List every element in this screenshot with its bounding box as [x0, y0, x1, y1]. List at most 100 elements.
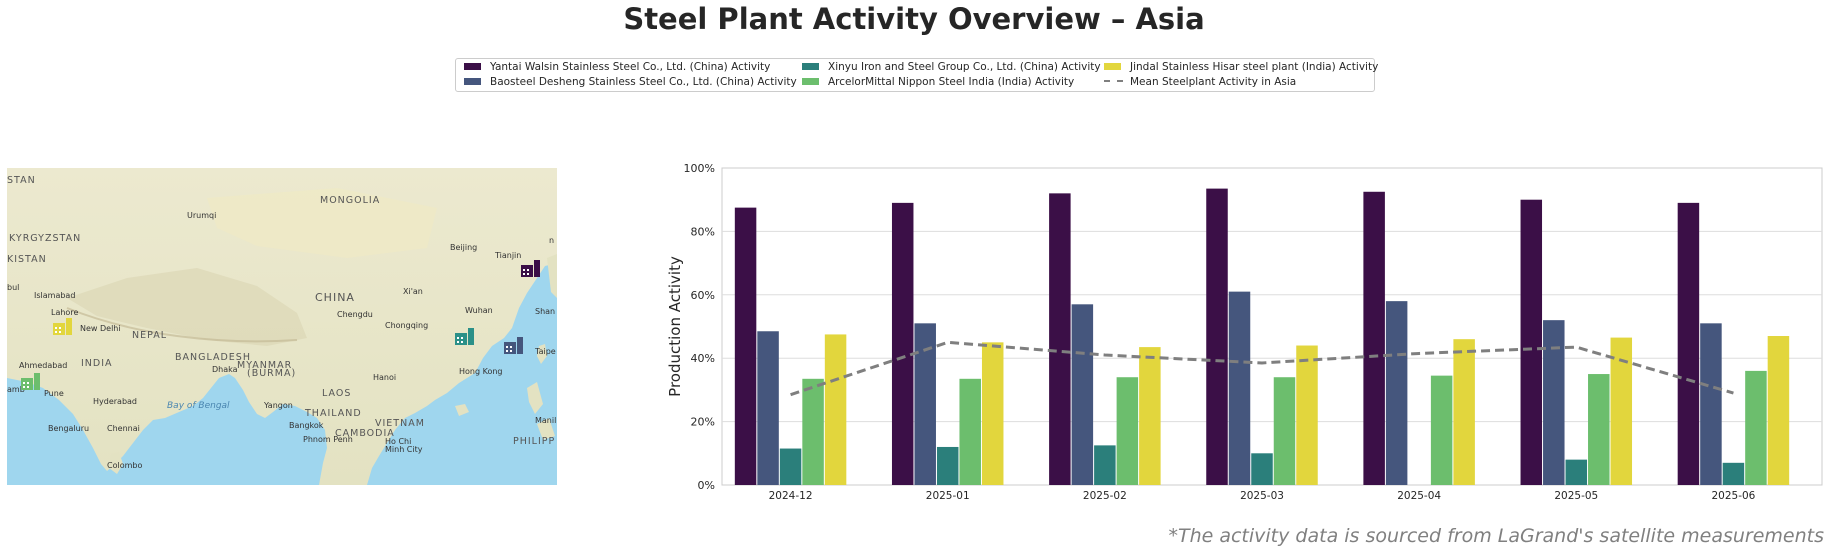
- bar: [914, 323, 936, 485]
- philippines: [527, 382, 555, 440]
- map-label: Colombo: [107, 461, 142, 470]
- legend-label: Baosteel Desheng Stainless Steel Co., Lt…: [490, 76, 797, 88]
- bar: [757, 331, 779, 485]
- mean-line: [790, 340, 1734, 397]
- legend-dash: [1104, 80, 1123, 82]
- legend-item-baosteel: Baosteel Desheng Stainless Steel Co., Lt…: [464, 75, 797, 89]
- map-label: (BURMA): [247, 368, 296, 379]
- map-label: Chongqing: [385, 321, 428, 330]
- tibet-plateau: [67, 268, 307, 346]
- map-label: VIETNAM: [375, 418, 425, 429]
- x-ticks: 2024-12 2025-01 2025-02 2025-03 2025-04 2025-…: [769, 490, 1756, 502]
- plot-frame: [721, 167, 1823, 486]
- legend-swatch: [1104, 62, 1121, 70]
- page-title: Steel Plant Activity Overview – Asia: [623, 2, 1205, 36]
- map-label: Islamabad: [34, 291, 75, 300]
- bar: [1363, 191, 1385, 485]
- mean-line-group: [790, 340, 1734, 397]
- bar: [1385, 301, 1408, 485]
- bar: [1677, 202, 1700, 485]
- legend-label: Jindal Stainless Hisar steel plant (Indi…: [1130, 61, 1379, 73]
- x-tick-label: 2025-02: [1083, 490, 1127, 502]
- y-tick-label: 80%: [691, 225, 715, 238]
- bar: [936, 446, 959, 485]
- bar: [1228, 291, 1251, 485]
- map-label: PHILIPP: [513, 436, 555, 447]
- map-label: Pune: [44, 389, 64, 398]
- map-label: MONGOLIA: [320, 195, 380, 206]
- map-label: Lahore: [51, 308, 78, 317]
- map-label: INDIA: [81, 358, 113, 369]
- legend-label: ArcelorMittal Nippon Steel India (India)…: [828, 76, 1075, 88]
- bar: [1565, 459, 1588, 485]
- map-label: Dhaka: [212, 365, 238, 374]
- x-tick-label: 2025-04: [1397, 490, 1441, 502]
- map-label: Minh City: [385, 445, 423, 454]
- plant-marker-xinyu: [455, 328, 474, 345]
- legend-swatch: [464, 77, 481, 85]
- bar: [1543, 320, 1565, 485]
- bar: [1700, 323, 1722, 485]
- gobi: [207, 188, 437, 258]
- korea: [547, 254, 557, 298]
- map-label: Hong Kong: [459, 367, 503, 376]
- map-label: Hanoi: [373, 373, 396, 382]
- bar: [1094, 445, 1116, 485]
- map-label: Manil: [535, 416, 556, 425]
- map-label: Chennai: [107, 424, 140, 433]
- bar: [824, 334, 847, 485]
- bar: [779, 448, 802, 485]
- himalaya-ridge: [66, 307, 298, 343]
- bar: [1610, 337, 1633, 485]
- bar: [1745, 370, 1767, 485]
- chart-legend: Yantai Walsin Stainless Steel Co., Ltd. …: [455, 58, 1378, 92]
- map-label: Taipe: [534, 347, 556, 356]
- map-label: Beijing: [450, 243, 477, 252]
- legend-item-yantai: Yantai Walsin Stainless Steel Co., Ltd. …: [464, 60, 770, 74]
- footnote: *The activity data is sourced from LaGra…: [1168, 525, 1824, 547]
- bar: [1206, 188, 1228, 486]
- bar: [1520, 199, 1543, 485]
- map-label: Ahmedabad: [19, 361, 67, 370]
- y-tick-label: 60%: [691, 289, 715, 302]
- taiwan: [537, 344, 547, 364]
- legend-item-mean: Mean Steelplant Activity in Asia: [1104, 75, 1296, 89]
- map-label: Shan: [535, 307, 555, 316]
- bar: [802, 378, 824, 485]
- legend-swatch: [802, 62, 819, 70]
- map-label: CAMBODIA: [335, 428, 395, 439]
- grid-lines: [722, 230, 1822, 423]
- sri-lanka: [109, 452, 123, 474]
- map-label: MYANMAR: [237, 360, 292, 371]
- y-tick-label: 0%: [698, 479, 715, 492]
- bar: [1296, 345, 1318, 485]
- bar: [981, 342, 1004, 485]
- x-tick-label: 2025-01: [926, 490, 970, 502]
- legend-item-jindal: Jindal Stainless Hisar steel plant (Indi…: [1104, 60, 1378, 74]
- bar: [1251, 453, 1273, 485]
- bar: [1273, 377, 1296, 485]
- x-tick-label: 2025-05: [1554, 490, 1598, 502]
- map-label: CHINA: [315, 291, 355, 304]
- y-tick-label: 20%: [691, 416, 715, 429]
- x-tick-label: 2025-03: [1240, 490, 1284, 502]
- map-label: Hyderabad: [93, 397, 137, 406]
- map-label: Tianjin: [494, 251, 521, 260]
- plant-marker-yantai: [521, 260, 540, 277]
- bar: [891, 202, 914, 485]
- bar: [1767, 336, 1790, 485]
- bar: [1430, 375, 1453, 485]
- bar: [734, 207, 757, 485]
- bar: [1071, 304, 1094, 485]
- plant-marker-baosteel: [504, 337, 523, 354]
- map-label: Yangon: [263, 401, 293, 410]
- y-tick-label: 40%: [691, 352, 715, 365]
- map-label: Wuhan: [465, 306, 493, 315]
- bars: [734, 188, 1790, 486]
- y-tick-label: 100%: [684, 162, 715, 175]
- map-label: New Delhi: [80, 324, 121, 333]
- map-label: amb: [7, 385, 25, 394]
- bar: [1453, 339, 1475, 485]
- x-tick-label: 2025-06: [1711, 490, 1755, 502]
- map-label: bul: [7, 283, 19, 292]
